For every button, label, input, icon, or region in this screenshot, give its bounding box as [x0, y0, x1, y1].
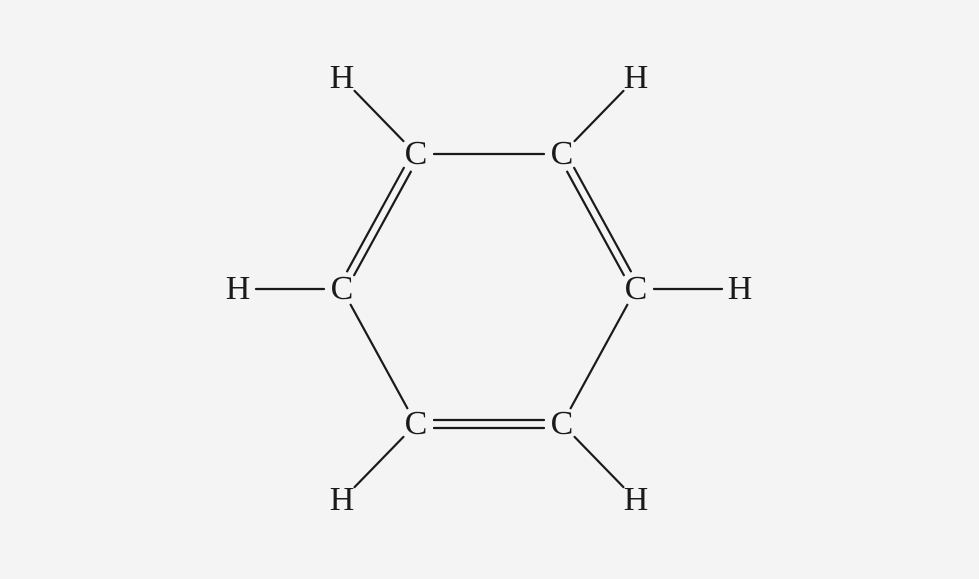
atom-label-H3: H: [624, 483, 649, 517]
bond-line: [355, 91, 404, 141]
atom-label-C5: C: [331, 272, 354, 306]
bond-line: [347, 168, 404, 271]
atom-label-H1: H: [624, 61, 649, 95]
atom-label-C3: C: [551, 407, 574, 441]
bond-line: [575, 437, 624, 487]
molecule-diagram: C C C C C C H H H H H H: [0, 0, 979, 579]
bond-line: [575, 91, 624, 141]
atom-label-C4: C: [405, 407, 428, 441]
atom-label-H2: H: [728, 272, 753, 306]
atom-label-H5: H: [226, 272, 251, 306]
bond-line: [574, 168, 631, 271]
atom-label-C6: C: [405, 137, 428, 171]
atom-label-C2: C: [625, 272, 648, 306]
atom-label-H6: H: [330, 61, 355, 95]
bond-layer: [0, 0, 979, 579]
bond-line: [351, 305, 408, 408]
atom-label-C1: C: [551, 137, 574, 171]
bond-line: [571, 305, 628, 408]
bond-line: [354, 172, 411, 275]
bond-line: [567, 172, 624, 275]
atom-label-H4: H: [330, 483, 355, 517]
bond-line: [355, 437, 404, 487]
